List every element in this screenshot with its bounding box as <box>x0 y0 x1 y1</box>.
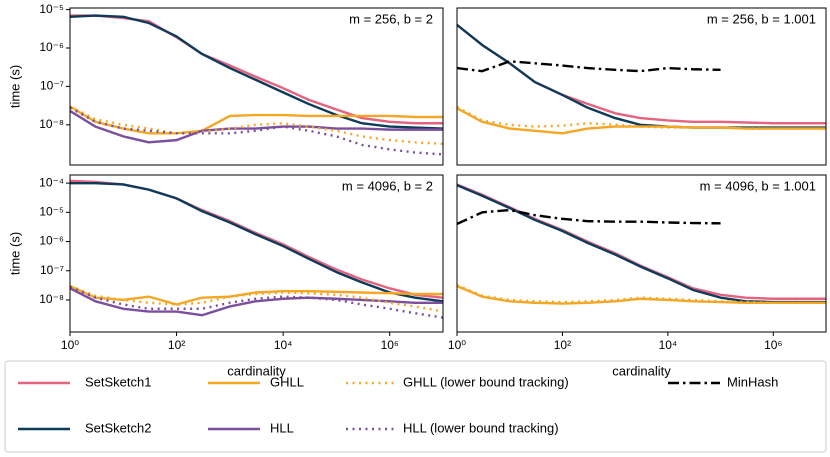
y-axis-label: time (s) <box>7 65 22 108</box>
annotation: m = 4096, b = 1.001 <box>700 178 816 193</box>
series-line <box>70 109 443 144</box>
legend-label: GHLL <box>270 374 304 389</box>
series-line <box>70 106 443 156</box>
series-line <box>70 285 443 319</box>
x-tick-label: 10² <box>168 338 185 352</box>
series-line <box>70 287 443 317</box>
series-line <box>70 179 443 299</box>
x-tick-label: 10⁴ <box>274 338 293 352</box>
x-axis-label: cardinality <box>612 363 671 378</box>
y-tick-label: 10⁻⁵ <box>39 205 64 219</box>
legend-label: SetSketch1 <box>85 374 152 389</box>
series-line <box>70 14 443 125</box>
series-line <box>457 184 826 304</box>
x-tick-label: 10⁰ <box>61 338 79 352</box>
x-tick-label: 10⁰ <box>448 338 466 352</box>
series-line <box>457 284 826 305</box>
legend-label: HLL <box>270 420 294 435</box>
y-tick-label: 10⁻⁴ <box>39 175 64 189</box>
y-tick-label: 10⁻⁵ <box>39 2 64 16</box>
y-tick-label: 10⁻⁶ <box>39 234 64 248</box>
series-line <box>70 14 443 130</box>
series-line <box>457 284 826 304</box>
plot-frame <box>456 174 827 333</box>
legend-label: HLL (lower bound tracking) <box>403 420 559 435</box>
y-tick-label: 10⁻⁶ <box>39 40 64 54</box>
y-axis-label: time (s) <box>7 232 22 275</box>
x-tick-label: 10² <box>554 338 571 352</box>
series-line <box>70 284 443 306</box>
x-tick-label: 10⁶ <box>764 338 782 352</box>
plot-frame <box>456 7 827 166</box>
series-line <box>457 23 826 125</box>
plot-frame <box>69 7 444 166</box>
legend-label: GHLL (lower bound tracking) <box>403 374 569 389</box>
y-tick-label: 10⁻⁸ <box>39 292 64 306</box>
x-tick-label: 10⁴ <box>659 338 678 352</box>
y-tick-label: 10⁻⁷ <box>40 263 64 277</box>
x-axis-label: cardinality <box>227 363 286 378</box>
series-line <box>457 208 721 226</box>
legend-label: MinHash <box>727 374 778 389</box>
annotation: m = 256, b = 2 <box>349 11 433 26</box>
series-line <box>457 107 826 135</box>
annotation: m = 256, b = 1.001 <box>707 11 816 26</box>
series-line <box>457 183 826 300</box>
series-line <box>70 181 443 303</box>
series-line <box>457 23 826 129</box>
y-tick-label: 10⁻⁷ <box>40 79 64 93</box>
plot-frame <box>69 174 444 333</box>
x-tick-label: 10⁶ <box>381 338 399 352</box>
series-line <box>457 60 721 73</box>
y-tick-label: 10⁻⁸ <box>39 117 64 131</box>
annotation: m = 4096, b = 2 <box>342 178 433 193</box>
legend-label: SetSketch2 <box>85 420 152 435</box>
series-line <box>70 105 443 146</box>
